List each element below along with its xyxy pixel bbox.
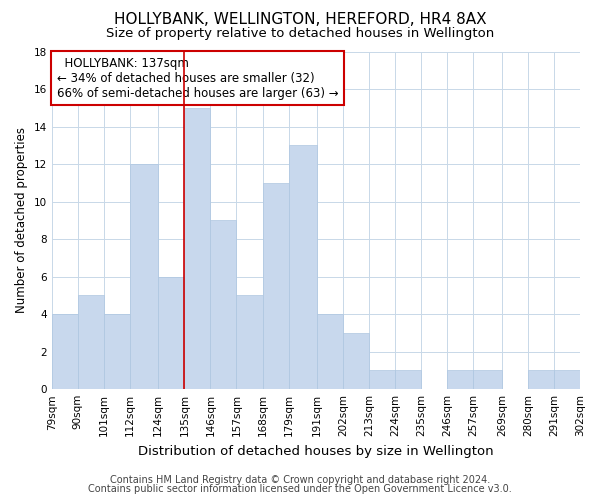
Bar <box>211 220 236 389</box>
Bar <box>184 108 211 389</box>
Bar <box>130 164 158 389</box>
Bar <box>448 370 473 389</box>
Bar <box>369 370 395 389</box>
Bar <box>528 370 554 389</box>
Text: HOLLYBANK: 137sqm
← 34% of detached houses are smaller (32)
66% of semi-detached: HOLLYBANK: 137sqm ← 34% of detached hous… <box>57 56 338 100</box>
Bar <box>236 296 263 389</box>
Bar <box>473 370 502 389</box>
Text: Size of property relative to detached houses in Wellington: Size of property relative to detached ho… <box>106 28 494 40</box>
Bar <box>104 314 130 389</box>
Bar <box>554 370 580 389</box>
Text: Contains public sector information licensed under the Open Government Licence v3: Contains public sector information licen… <box>88 484 512 494</box>
Bar <box>289 146 317 389</box>
Bar <box>343 333 369 389</box>
Y-axis label: Number of detached properties: Number of detached properties <box>15 128 28 314</box>
Bar <box>78 296 104 389</box>
Bar <box>158 276 184 389</box>
Bar <box>395 370 421 389</box>
Bar <box>317 314 343 389</box>
Text: Contains HM Land Registry data © Crown copyright and database right 2024.: Contains HM Land Registry data © Crown c… <box>110 475 490 485</box>
Text: HOLLYBANK, WELLINGTON, HEREFORD, HR4 8AX: HOLLYBANK, WELLINGTON, HEREFORD, HR4 8AX <box>113 12 487 28</box>
Bar <box>263 183 289 389</box>
Bar <box>52 314 78 389</box>
X-axis label: Distribution of detached houses by size in Wellington: Distribution of detached houses by size … <box>138 444 494 458</box>
